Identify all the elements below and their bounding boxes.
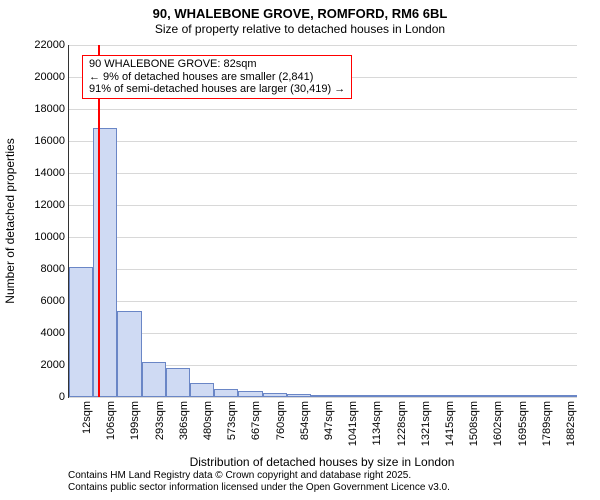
histogram-bar bbox=[311, 395, 335, 397]
xtick-label: 1695sqm bbox=[517, 401, 529, 446]
histogram-bar bbox=[432, 395, 456, 397]
histogram-bar bbox=[480, 395, 504, 397]
ytick-label: 20000 bbox=[34, 71, 65, 83]
histogram-bar bbox=[93, 128, 117, 397]
xtick-label: 667sqm bbox=[250, 401, 262, 440]
xtick-label: 1228sqm bbox=[396, 401, 408, 446]
info-box: 90 WHALEBONE GROVE: 82sqm← 9% of detache… bbox=[82, 55, 352, 99]
xtick-label: 760sqm bbox=[275, 401, 287, 440]
histogram-bar bbox=[335, 395, 359, 397]
gridline-h bbox=[69, 397, 577, 398]
gridline-h bbox=[69, 141, 577, 142]
histogram-bar bbox=[408, 395, 432, 397]
histogram-bar bbox=[214, 389, 238, 397]
histogram-bar bbox=[456, 395, 480, 397]
ytick-label: 4000 bbox=[41, 327, 65, 339]
y-axis-label: Number of detached properties bbox=[3, 138, 17, 303]
histogram-bar bbox=[529, 395, 553, 397]
histogram-bar bbox=[166, 368, 190, 397]
ytick-label: 8000 bbox=[41, 263, 65, 275]
xtick-label: 1134sqm bbox=[371, 401, 383, 445]
ytick-label: 2000 bbox=[41, 359, 65, 371]
credits-line-2: Contains public sector information licen… bbox=[68, 482, 450, 494]
ytick-label: 22000 bbox=[34, 39, 65, 51]
xtick-label: 1041sqm bbox=[347, 401, 359, 446]
histogram-bar bbox=[287, 394, 311, 397]
xtick-label: 386sqm bbox=[178, 401, 190, 440]
histogram-bar bbox=[359, 395, 383, 397]
ytick-label: 6000 bbox=[41, 295, 65, 307]
histogram-bar bbox=[238, 391, 262, 397]
xtick-label: 293sqm bbox=[154, 401, 166, 440]
gridline-h bbox=[69, 333, 577, 334]
xtick-label: 199sqm bbox=[129, 401, 141, 440]
histogram-bar bbox=[553, 395, 577, 397]
histogram-bar bbox=[117, 311, 141, 397]
chart-subtitle: Size of property relative to detached ho… bbox=[0, 22, 600, 36]
xtick-label: 1789sqm bbox=[541, 401, 553, 446]
gridline-h bbox=[69, 45, 577, 46]
ytick-label: 10000 bbox=[34, 231, 65, 243]
histogram-bar bbox=[69, 267, 93, 397]
xtick-label: 854sqm bbox=[299, 401, 311, 440]
xtick-label: 947sqm bbox=[323, 401, 335, 440]
info-box-line: 90 WHALEBONE GROVE: 82sqm bbox=[89, 58, 345, 71]
ytick-label: 16000 bbox=[34, 135, 65, 147]
histogram-bar bbox=[263, 393, 287, 397]
credits: Contains HM Land Registry data © Crown c… bbox=[68, 470, 450, 494]
xtick-label: 106sqm bbox=[105, 401, 117, 440]
gridline-h bbox=[69, 205, 577, 206]
x-axis-label: Distribution of detached houses by size … bbox=[190, 455, 455, 469]
xtick-label: 1415sqm bbox=[444, 401, 456, 446]
gridline-h bbox=[69, 301, 577, 302]
ytick-label: 0 bbox=[59, 391, 65, 403]
xtick-label: 12sqm bbox=[81, 401, 93, 434]
ytick-label: 18000 bbox=[34, 103, 65, 115]
xtick-label: 1602sqm bbox=[492, 401, 504, 446]
ytick-label: 14000 bbox=[34, 167, 65, 179]
info-box-line: 91% of semi-detached houses are larger (… bbox=[89, 83, 345, 96]
chart-container: 90, WHALEBONE GROVE, ROMFORD, RM6 6BL Si… bbox=[0, 0, 600, 500]
gridline-h bbox=[69, 109, 577, 110]
ytick-label: 12000 bbox=[34, 199, 65, 211]
chart-title: 90, WHALEBONE GROVE, ROMFORD, RM6 6BL bbox=[0, 0, 600, 22]
gridline-h bbox=[69, 173, 577, 174]
xtick-label: 1508sqm bbox=[468, 401, 480, 446]
credits-line-1: Contains HM Land Registry data © Crown c… bbox=[68, 470, 450, 482]
histogram-bar bbox=[383, 395, 407, 397]
xtick-label: 573sqm bbox=[226, 401, 238, 440]
gridline-h bbox=[69, 269, 577, 270]
info-box-line: ← 9% of detached houses are smaller (2,8… bbox=[89, 71, 345, 84]
histogram-bar bbox=[142, 362, 166, 397]
histogram-bar bbox=[190, 383, 214, 397]
gridline-h bbox=[69, 237, 577, 238]
xtick-label: 1321sqm bbox=[420, 401, 432, 446]
histogram-bar bbox=[504, 395, 528, 397]
xtick-label: 1882sqm bbox=[565, 401, 577, 446]
xtick-label: 480sqm bbox=[202, 401, 214, 440]
